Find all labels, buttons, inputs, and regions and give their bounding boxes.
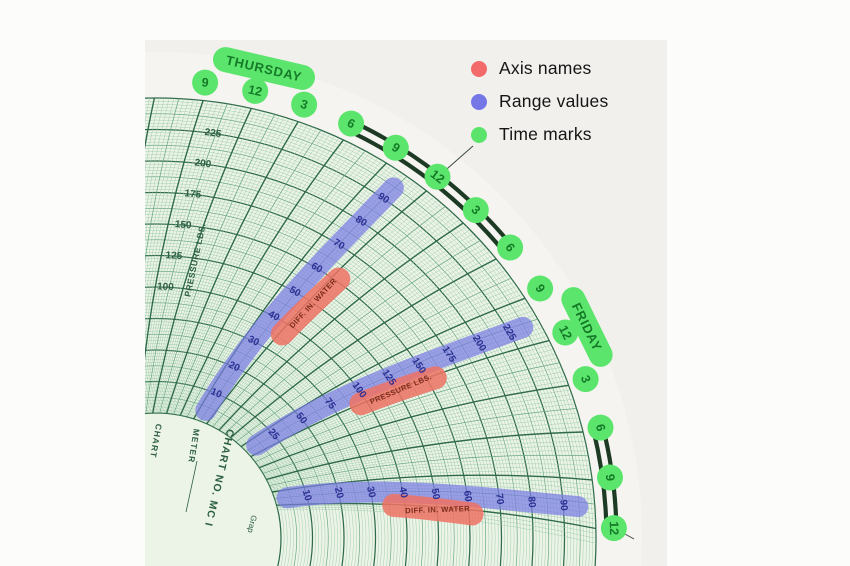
range-value: 40 [266, 309, 281, 324]
legend-label: Range values [499, 91, 609, 111]
legend-item-range-values: Range values [471, 90, 608, 113]
time-mark-value: 12 [428, 167, 448, 187]
range-value: 20 [332, 486, 345, 500]
range-highlights [195, 177, 589, 518]
grid-circles [145, 97, 597, 566]
range-values: 1020304050607080902550751001251501752002… [209, 191, 569, 512]
legend-item-time-marks: Time marks [471, 123, 608, 146]
axis-name: DIFF. IN. WATER [405, 504, 470, 515]
time-mark-value: 3 [298, 97, 309, 113]
time-mark-value: 6 [593, 423, 608, 433]
range-value: 50 [287, 284, 302, 299]
printed-scale-value: 200 [194, 157, 212, 170]
printed-scale-value: 175 [184, 188, 202, 201]
legend-label: Time marks [499, 124, 592, 144]
legend-label: Axis names [499, 58, 592, 78]
range-value: 30 [246, 334, 261, 349]
time-mark-value: 12 [556, 323, 575, 342]
range-value: 10 [209, 386, 224, 401]
red-swatch-icon [471, 60, 487, 77]
time-mark-value: 12 [607, 521, 621, 535]
time-mark-value: 9 [603, 473, 618, 482]
time-mark-value: 12 [247, 83, 264, 100]
printed-scale-value: 225 [204, 127, 222, 140]
printed-scale-value: 100 [157, 281, 175, 293]
range-value: 80 [525, 496, 537, 509]
center-label: Grap [245, 514, 258, 534]
legend: Axis names Range values Time marks [471, 57, 608, 146]
range-value: 30 [364, 485, 377, 499]
range-value: 20 [227, 360, 242, 375]
legend-item-axis-names: Axis names [471, 57, 608, 80]
range-value: 10 [300, 489, 314, 503]
range-value: 40 [396, 486, 409, 499]
time-mark-value: 3 [578, 373, 594, 384]
green-swatch-icon [471, 126, 487, 143]
range-value: 50 [429, 488, 442, 501]
printed-scale-value: 150 [174, 219, 192, 231]
range-value: 60 [461, 490, 473, 503]
range-value: 60 [309, 261, 325, 276]
range-value: 90 [557, 499, 569, 511]
printed-scale-value: 125 [165, 250, 183, 262]
range-value: 70 [493, 493, 505, 506]
time-mark-value: 9 [201, 75, 209, 90]
blue-swatch-icon [471, 93, 487, 110]
